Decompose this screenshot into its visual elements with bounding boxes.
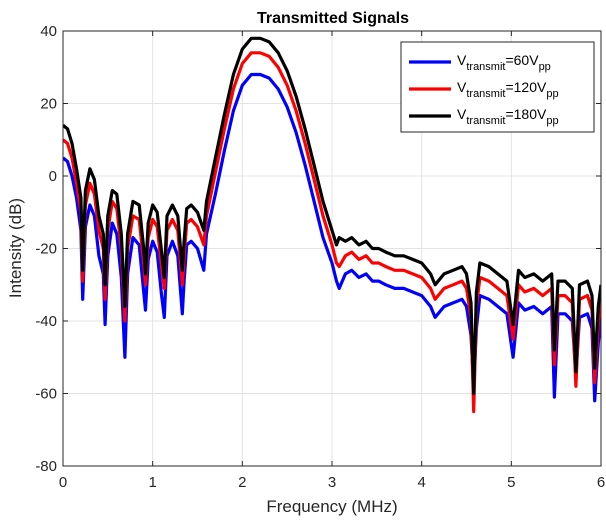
y-tick-label: -40 xyxy=(35,313,57,330)
y-tick-label: 20 xyxy=(40,96,57,113)
x-tick-label: 3 xyxy=(328,474,336,491)
x-axis-label: Frequency (MHz) xyxy=(266,497,397,516)
y-tick-label: 40 xyxy=(40,23,57,40)
x-tick-label: 2 xyxy=(238,474,246,491)
y-tick-label: 0 xyxy=(49,168,57,185)
y-tick-label: -60 xyxy=(35,386,57,403)
legend-label-2: Vtransmit=180Vpp xyxy=(457,106,559,127)
axis-ticks: 0 1 2 3 4 5 6 -80 -60 -40 -20 0 20 40 xyxy=(35,23,605,491)
series-line-0 xyxy=(63,72,601,403)
chart-title: Transmitted Signals xyxy=(257,10,409,27)
x-tick-label: 1 xyxy=(148,474,156,491)
y-tick-label: -20 xyxy=(35,241,57,258)
x-tick-label: 0 xyxy=(59,474,67,491)
legend-label-1: Vtransmit=120Vpp xyxy=(457,79,559,100)
x-tick-label: 6 xyxy=(597,474,605,491)
y-tick-label: -80 xyxy=(35,458,57,475)
series-line-2 xyxy=(63,36,601,396)
y-axis-label: Intensity (dB) xyxy=(6,198,25,298)
plot-area xyxy=(63,36,601,414)
legend: Vtransmit=60Vpp Vtransmit=120Vpp Vtransmit… xyxy=(400,41,595,133)
series-layer xyxy=(63,36,601,414)
x-tick-label: 4 xyxy=(417,474,425,491)
x-tick-label: 5 xyxy=(507,474,515,491)
legend-label-0: Vtransmit=60Vpp xyxy=(457,52,551,73)
